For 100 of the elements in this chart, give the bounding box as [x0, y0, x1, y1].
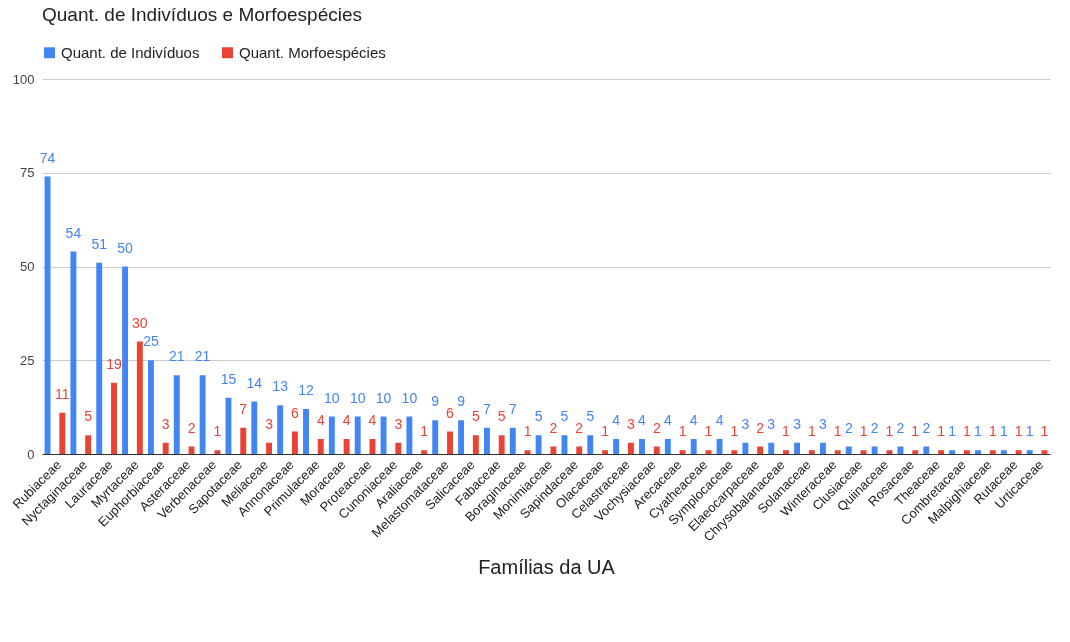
data-label: 3: [767, 415, 776, 432]
data-label: 1: [937, 423, 946, 440]
bar: [524, 450, 531, 454]
data-label: 2: [922, 419, 931, 436]
bar: [509, 427, 516, 454]
bar: [808, 450, 815, 454]
bar: [85, 435, 92, 454]
data-label: 9: [431, 393, 440, 410]
data-label: 3: [793, 415, 802, 432]
bar: [664, 439, 671, 454]
bar: [136, 341, 143, 454]
data-label: 1: [704, 423, 713, 440]
data-label: 1: [948, 423, 957, 440]
data-label: 21: [168, 348, 185, 365]
bar: [1015, 450, 1022, 454]
data-label: 5: [84, 408, 93, 425]
bar: [343, 439, 350, 454]
data-label: 3: [627, 415, 636, 432]
data-label: 1: [1040, 423, 1049, 440]
data-label: 7: [239, 400, 248, 417]
data-label: 4: [663, 412, 672, 428]
data-label: 10: [401, 389, 418, 406]
bar: [923, 446, 930, 454]
bar: [251, 401, 258, 454]
bar: [1041, 450, 1048, 454]
bar: [96, 262, 103, 454]
data-label: 9: [457, 393, 466, 410]
data-label: 1: [988, 423, 997, 440]
bar: [860, 450, 867, 454]
data-label: 30: [132, 314, 148, 331]
bar: [794, 442, 801, 454]
bar: [421, 450, 428, 454]
data-label: 1: [1025, 423, 1034, 440]
data-label: 10: [349, 389, 366, 406]
data-label: 2: [549, 419, 558, 436]
bar: [949, 450, 956, 454]
bar: [627, 442, 634, 454]
data-label: 7: [508, 400, 517, 417]
bar: [639, 439, 645, 454]
data-label: 1: [601, 423, 610, 440]
data-label: 5: [560, 408, 569, 425]
data-label: 7: [483, 400, 492, 417]
data-label: 1: [678, 423, 687, 440]
bar: [963, 450, 970, 454]
data-label: 5: [534, 408, 543, 425]
data-label: 54: [65, 224, 82, 241]
data-label: 2: [756, 419, 765, 436]
bar: [59, 412, 66, 454]
chart-title: Quant. de Indivíduos e Morfoespécies: [42, 4, 363, 25]
bar: [328, 416, 335, 454]
bar: [731, 450, 738, 454]
bar: [70, 251, 77, 454]
bar: [199, 375, 206, 454]
data-label: 25: [143, 333, 159, 350]
data-label: 2: [652, 419, 661, 436]
bar: [768, 442, 775, 454]
bar: [458, 420, 465, 454]
data-label: 4: [612, 412, 621, 428]
data-label: 3: [819, 415, 828, 432]
bar: [679, 450, 686, 454]
bar: [819, 442, 826, 454]
data-label: 1: [213, 423, 222, 440]
data-label: 21: [194, 348, 211, 365]
bar: [483, 427, 490, 454]
bar: [705, 450, 712, 454]
data-label: 6: [446, 404, 455, 421]
data-label: 13: [272, 378, 289, 395]
data-label: 5: [471, 408, 480, 425]
data-label: 50: [117, 239, 134, 256]
data-label: 4: [316, 412, 325, 428]
bar: [472, 435, 479, 454]
bar: [162, 442, 169, 454]
bar: [317, 439, 324, 454]
data-label: 4: [342, 412, 351, 428]
y-tick-label: 50: [20, 259, 35, 274]
data-label: 5: [586, 408, 595, 425]
data-label: 1: [420, 423, 429, 440]
data-label: 1: [911, 423, 920, 440]
bar: [576, 446, 583, 454]
bar: [406, 416, 413, 454]
bar: [214, 450, 221, 454]
data-label: 3: [394, 415, 403, 432]
data-label: 1: [999, 423, 1008, 440]
bar: [871, 446, 878, 454]
data-label: 74: [39, 149, 56, 166]
x-axis-title: Famílias da UA: [478, 556, 616, 579]
data-label: 2: [575, 419, 584, 436]
data-label: 4: [715, 412, 724, 428]
data-label: 4: [689, 412, 698, 428]
bar: [587, 435, 594, 454]
bar: [783, 450, 789, 454]
data-label: 2: [870, 419, 879, 436]
bar: [291, 431, 298, 454]
bar: [173, 375, 180, 454]
bar: [742, 442, 749, 454]
data-label: 2: [844, 419, 853, 436]
data-label: 1: [1014, 423, 1023, 440]
data-label: 6: [291, 404, 300, 421]
bar: [432, 420, 439, 454]
bar: [757, 446, 764, 454]
